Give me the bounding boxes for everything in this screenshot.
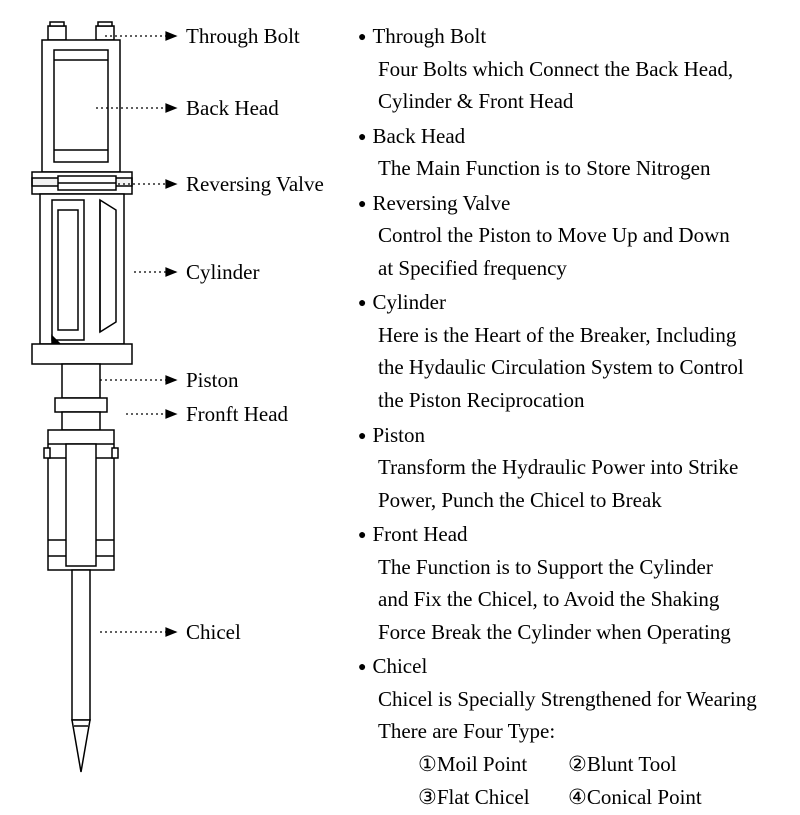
chicel-type: ②Blunt Tool (568, 748, 718, 781)
chicel-type: ④Conical Point (568, 781, 718, 814)
chicel-types-row: ①Moil Point②Blunt Tool (358, 748, 788, 781)
label-back_head: Back Head (186, 96, 279, 121)
desc-body-line: and Fix the Chicel, to Avoid the Shaking (358, 583, 788, 616)
desc-body-line: Cylinder & Front Head (358, 85, 788, 118)
desc-body-line: Power, Punch the Chicel to Break (358, 484, 788, 517)
label-front_head: Fronft Head (186, 402, 288, 427)
desc-body-line: The Main Function is to Store Nitrogen (358, 152, 788, 185)
desc-body-line: Force Break the Cylinder when Operating (358, 616, 788, 649)
desc-body-line: Four Bolts which Connect the Back Head, (358, 53, 788, 86)
desc-body-line: Control the Piston to Move Up and Down (358, 219, 788, 252)
desc-body-line: Chicel is Specially Strengthened for Wea… (358, 683, 788, 716)
desc-body-line: the Piston Reciprocation (358, 384, 788, 417)
desc-item: Reversing ValveControl the Piston to Mov… (358, 187, 788, 285)
desc-title: Chicel (358, 650, 788, 683)
desc-title: Cylinder (358, 286, 788, 319)
desc-item: Through BoltFour Bolts which Connect the… (358, 20, 788, 118)
desc-item: ChicelChicel is Specially Strengthened f… (358, 650, 788, 813)
desc-body-line: the Hydaulic Circulation System to Contr… (358, 351, 788, 384)
desc-title: Front Head (358, 518, 788, 551)
figure-container: Through Bolt Back Head Reversing Valve Cyli… (0, 0, 800, 800)
desc-body-line: Transform the Hydraulic Power into Strik… (358, 451, 788, 484)
desc-body-line: There are Four Type: (358, 715, 788, 748)
label-reversing_valve: Reversing Valve (186, 172, 324, 197)
desc-title: Piston (358, 419, 788, 452)
breaker-diagram (0, 0, 200, 800)
desc-body-line: Here is the Heart of the Breaker, Includ… (358, 319, 788, 352)
desc-title: Reversing Valve (358, 187, 788, 220)
chicel-type: ③Flat Chicel (418, 781, 568, 814)
desc-body-line: at Specified frequency (358, 252, 788, 285)
desc-item: Front HeadThe Function is to Support the… (358, 518, 788, 648)
desc-item: CylinderHere is the Heart of the Breaker… (358, 286, 788, 416)
desc-item: Back HeadThe Main Function is to Store N… (358, 120, 788, 185)
chicel-type: ①Moil Point (418, 748, 568, 781)
label-piston: Piston (186, 368, 239, 393)
label-chicel: Chicel (186, 620, 241, 645)
label-cylinder: Cylinder (186, 260, 260, 285)
label-through_bolt: Through Bolt (186, 24, 300, 49)
desc-body-line: The Function is to Support the Cylinder (358, 551, 788, 584)
desc-title: Back Head (358, 120, 788, 153)
desc-item: PistonTransform the Hydraulic Power into… (358, 419, 788, 517)
chicel-types-row: ③Flat Chicel④Conical Point (358, 781, 788, 814)
desc-title: Through Bolt (358, 20, 788, 53)
descriptions: Through BoltFour Bolts which Connect the… (358, 20, 788, 815)
